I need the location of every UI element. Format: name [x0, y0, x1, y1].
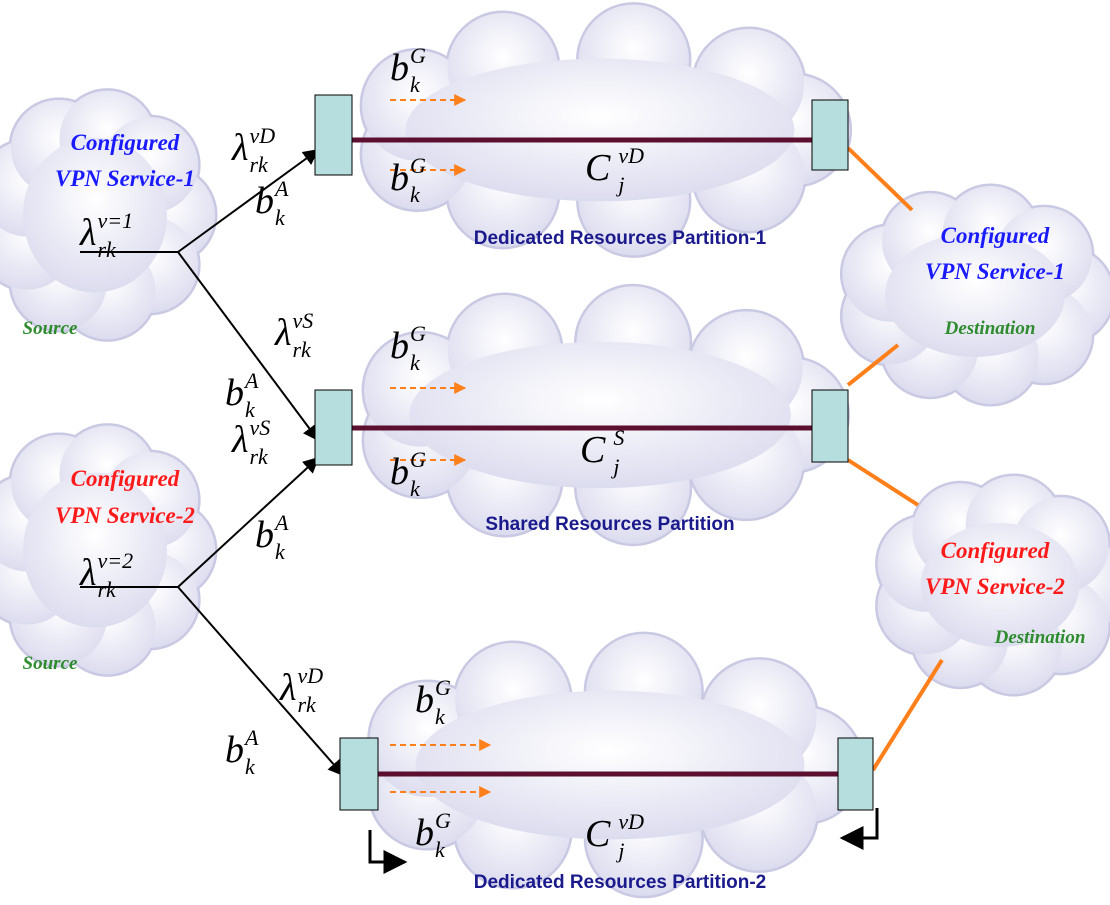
symbol-sup: A [273, 510, 289, 535]
symbol-sup: vS [292, 308, 313, 333]
diagram: Configured VPN Service-1 Configured VPN … [0, 0, 1110, 905]
symbol-base: b [255, 514, 274, 556]
symbol-sub: k [410, 72, 421, 97]
symbol-sub: k [275, 205, 286, 230]
symbol-base: b [225, 729, 244, 771]
symbol-sup: v=2 [97, 548, 133, 573]
destination-label: Destination [944, 318, 1036, 339]
symbol-base: λ [231, 127, 248, 169]
service-label: VPN Service-2 [925, 574, 1065, 599]
symbol-base: λ [79, 552, 96, 594]
symbol-sup: S [613, 425, 624, 450]
symbol-sub: k [245, 754, 256, 779]
symbol-sup: vD [618, 809, 644, 834]
symbol-sup: vD [618, 143, 644, 168]
symbol-base: b [415, 812, 434, 854]
service-label: Configured [71, 130, 180, 155]
destination-label: Destination [994, 627, 1086, 648]
symbol-sub: k [410, 182, 421, 207]
symbol-sub: rk [97, 577, 117, 602]
symbol-sub: k [410, 476, 421, 501]
symbol-base: λ [274, 312, 291, 354]
symbol-base: C [580, 429, 606, 471]
symbol-sup: vD [249, 123, 275, 148]
service-label: Configured [941, 538, 1050, 563]
symbol-sub: rk [249, 444, 269, 469]
service-label: VPN Service-2 [55, 503, 195, 528]
symbol-sub: rk [249, 152, 269, 177]
symbol-sup: A [243, 368, 259, 393]
partition-label: Shared Resources Partition [485, 514, 734, 535]
symbol-sup: G [435, 675, 451, 700]
symbol-base: b [415, 679, 434, 721]
symbol-base: b [390, 157, 409, 199]
symbol-base: b [225, 372, 244, 414]
symbol-sub: k [435, 837, 446, 862]
cloud [364, 286, 847, 543]
cloud-core [23, 473, 167, 628]
symbol-base: b [255, 180, 274, 222]
symbol-base: λ [279, 667, 296, 709]
symbol-sup: A [273, 176, 289, 201]
symbol-sup: G [410, 321, 426, 346]
symbol-sub: k [410, 350, 421, 375]
symbol-sup: G [410, 153, 426, 178]
symbol-base: b [390, 325, 409, 367]
cloud [362, 5, 849, 256]
symbol-sub: k [275, 539, 286, 564]
symbol-sup: vD [297, 663, 323, 688]
source-label: Source [23, 318, 78, 339]
service-label: VPN Service-1 [55, 166, 195, 191]
source-label: Source [23, 653, 78, 674]
service-label: Configured [941, 223, 1050, 248]
symbol-sup: A [243, 725, 259, 750]
symbol-sub: rk [297, 692, 317, 717]
symbol-base: C [585, 147, 611, 189]
symbol-sub: rk [97, 237, 117, 262]
symbol-sup: G [410, 43, 426, 68]
symbol-base: λ [79, 212, 96, 254]
symbol-base: C [585, 813, 611, 855]
partition-label: Dedicated Resources Partition-2 [474, 872, 766, 893]
symbol-sub: rk [292, 337, 312, 362]
symbol-sup: v=1 [97, 208, 133, 233]
partition-label: Dedicated Resources Partition-1 [474, 228, 767, 249]
symbol-sup: vS [249, 415, 270, 440]
service-label: Configured [71, 466, 180, 491]
symbol-sub: k [435, 704, 446, 729]
symbol-base: b [390, 47, 409, 89]
symbol-base: λ [231, 419, 248, 461]
service-label: VPN Service-1 [925, 259, 1065, 284]
symbol-sup: G [435, 808, 451, 833]
symbol-base: b [390, 451, 409, 493]
cloud [842, 186, 1110, 404]
symbol-sup: G [410, 447, 426, 472]
